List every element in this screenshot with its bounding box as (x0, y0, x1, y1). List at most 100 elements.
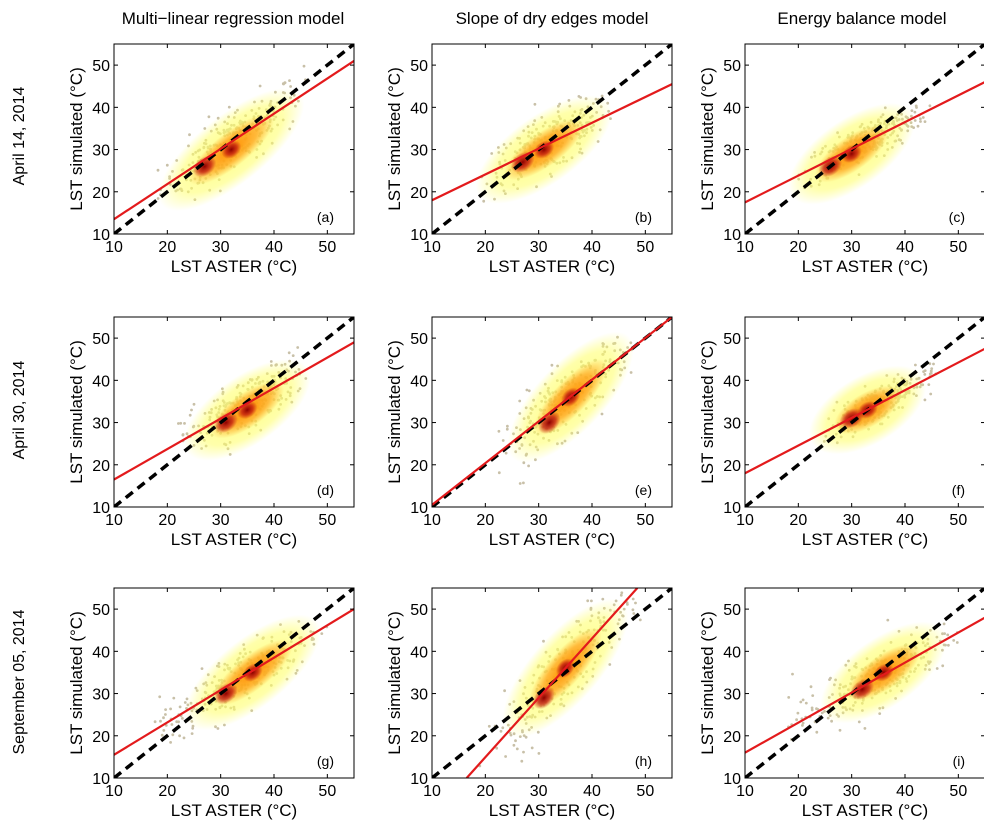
axes-frame (744, 316, 984, 508)
scatter-point (165, 163, 169, 167)
y-tick-label: 40 (723, 373, 741, 390)
density-high (193, 155, 217, 178)
scatter-point (929, 369, 933, 373)
x-tick-label: 50 (949, 783, 967, 800)
y-tick-label: 30 (92, 416, 110, 433)
scatter-point (497, 429, 501, 433)
x-tick-label: 10 (423, 512, 441, 529)
y-tick-label: 40 (92, 373, 110, 390)
panel-label: (g) (317, 753, 334, 769)
scatter-point (815, 730, 819, 734)
scatter-point (181, 433, 185, 436)
x-tick-label: 20 (476, 783, 494, 800)
scatter-point (522, 481, 525, 485)
scatter-point (171, 733, 175, 737)
x-tick-label: 30 (843, 783, 861, 800)
scatter-point (927, 383, 931, 386)
y-tick-label: 50 (723, 602, 741, 619)
scatter-point (530, 746, 534, 750)
scatter-point (810, 706, 814, 710)
scatter-point (914, 104, 918, 108)
scatter-point (600, 94, 604, 98)
y-tick-label: 40 (92, 100, 110, 117)
panel-label: (a) (317, 209, 334, 225)
y-tick-label: 50 (410, 58, 428, 75)
scatter-point (164, 713, 167, 716)
scatter-point (170, 723, 174, 726)
scatter-point (921, 116, 925, 119)
scatter-point (501, 439, 505, 442)
y-tick-label: 30 (92, 143, 110, 160)
scatter-point (801, 724, 804, 727)
scatter-point (941, 664, 945, 668)
panel-label: (f) (952, 482, 965, 498)
scatter-point (638, 618, 642, 622)
y-axis-label: LST simulated (°C) (385, 67, 404, 210)
scatter-panel: 10 20 30 40 50 10 20 30 40 50 LST ASTER (°C) LST si… (385, 587, 673, 820)
scatter-point (923, 120, 927, 123)
scatter-point (632, 612, 636, 615)
x-axis-label: LST ASTER (°C) (171, 801, 297, 820)
scatter-point (804, 701, 808, 705)
y-tick-label: 50 (410, 602, 428, 619)
axes-frame (744, 587, 984, 779)
panel-label: (d) (317, 482, 334, 498)
scatter-point (801, 698, 805, 702)
column-title: Slope of dry edges model (456, 9, 649, 28)
x-tick-label: 20 (789, 239, 807, 256)
x-tick-label: 10 (105, 239, 123, 256)
scatter-point (258, 84, 262, 88)
scatter-point (619, 593, 623, 597)
axes-frame (113, 316, 355, 508)
scatter-point (162, 716, 165, 720)
scatter-point (791, 672, 794, 676)
scatter-point (928, 372, 932, 376)
y-tick-label: 50 (410, 331, 428, 348)
scatter-point (795, 718, 798, 722)
scatter-point (527, 389, 531, 393)
scatter-point (952, 639, 956, 642)
scatter-point (518, 399, 522, 403)
scatter-point (512, 743, 516, 747)
row-title: April 14, 2014 (11, 87, 28, 186)
x-tick-label: 50 (318, 239, 336, 256)
scatter-point (504, 451, 508, 455)
plot-area (745, 44, 984, 234)
scatter-point (188, 133, 191, 137)
x-tick-label: 50 (949, 512, 967, 529)
scatter-point (955, 641, 959, 644)
scatter-panel: 10 20 30 40 50 10 20 30 40 50 LST ASTER (°C) LST si… (67, 316, 355, 549)
x-tick-label: 20 (158, 783, 176, 800)
plot-area (432, 317, 672, 507)
scatter-point (923, 398, 927, 402)
x-tick-label: 20 (158, 512, 176, 529)
scatter-point (159, 719, 162, 723)
x-tick-label: 30 (212, 512, 230, 529)
x-tick-label: 20 (476, 512, 494, 529)
scatter-point (158, 695, 162, 699)
y-tick-label: 50 (92, 331, 110, 348)
x-axis-label: LST ASTER (°C) (802, 801, 928, 820)
scatter-point (810, 708, 814, 712)
one-to-one-line (432, 44, 672, 234)
y-axis-label: LST simulated (°C) (385, 340, 404, 483)
x-tick-label: 30 (530, 239, 548, 256)
x-tick-label: 20 (789, 783, 807, 800)
x-tick-label: 40 (896, 239, 914, 256)
x-tick-label: 30 (212, 239, 230, 256)
x-axis-label: LST ASTER (°C) (489, 257, 615, 276)
regression-line (745, 616, 984, 754)
x-tick-label: 50 (318, 783, 336, 800)
scatter-point (296, 346, 300, 349)
scatter-point (537, 752, 541, 755)
x-tick-label: 10 (736, 239, 754, 256)
scatter-point (629, 371, 633, 374)
plot-area (432, 588, 672, 778)
scatter-point (916, 124, 920, 128)
scatter-point (190, 732, 194, 735)
y-tick-label: 10 (723, 227, 741, 244)
regression-line (114, 341, 354, 481)
density-high (533, 140, 555, 159)
column-title: Multi−linear regression model (122, 9, 345, 28)
